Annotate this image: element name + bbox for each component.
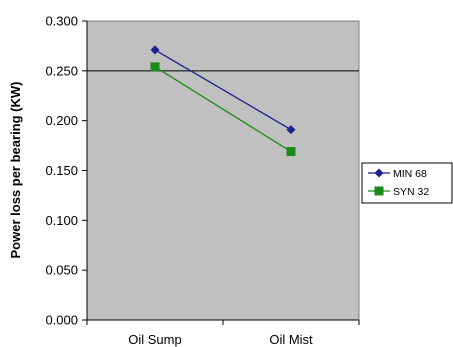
y-tick-label-4: 0.200 (45, 113, 78, 128)
y-axis-ticks: 0.000 0.050 0.100 0.150 0.200 0.250 0.300 (45, 14, 87, 328)
series-0 (150, 45, 296, 135)
series-line-1 (154, 66, 292, 153)
y-tick-label-3: 0.150 (45, 163, 78, 178)
legend-marker-0 (374, 168, 384, 178)
legend-items: MIN 68 SYN 32 (368, 168, 429, 198)
legend-label-0: MIN 68 (393, 168, 427, 180)
legend-marker-1 (374, 186, 384, 196)
y-axis-title: Power loss per bearing (KW) (8, 82, 23, 259)
y-tick-label-2: 0.100 (45, 213, 78, 228)
data-point-1-1 (286, 147, 296, 157)
y-tick-label-1: 0.050 (45, 263, 78, 278)
x-tick-label-1: Oil Mist (269, 332, 313, 347)
series-group (150, 45, 296, 157)
data-point-0-0 (150, 45, 160, 55)
legend: MIN 68 SYN 32 (361, 162, 453, 204)
y-tick-label-0: 0.000 (45, 313, 78, 328)
x-axis-ticks: Oil Sump Oil Mist (86, 320, 360, 347)
data-point-1-0 (150, 62, 160, 72)
y-tick-label-5: 0.250 (45, 63, 78, 78)
legend-box (361, 162, 453, 204)
data-point-0-1 (286, 125, 296, 135)
legend-label-1: SYN 32 (393, 186, 429, 198)
series-1 (150, 62, 296, 157)
x-tick-label-0: Oil Sump (128, 332, 181, 347)
series-line-0 (154, 49, 292, 131)
y-tick-label-6: 0.300 (45, 14, 78, 29)
plot-area (86, 20, 360, 321)
